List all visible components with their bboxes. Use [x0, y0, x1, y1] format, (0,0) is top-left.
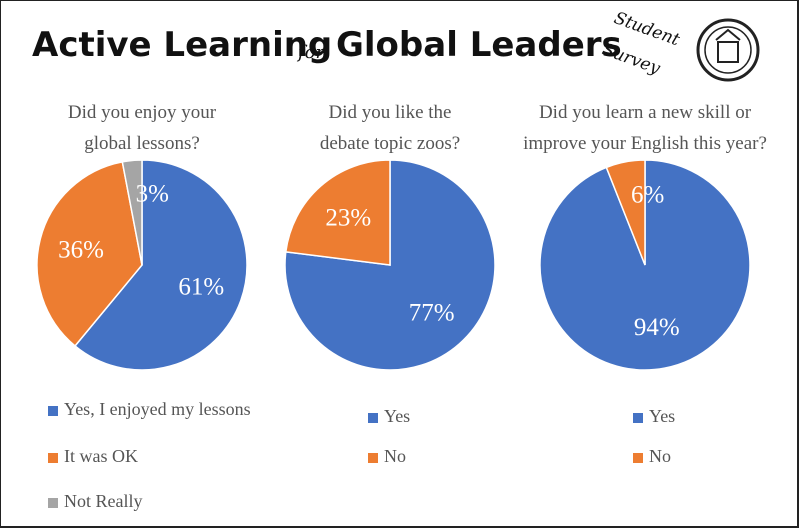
value-label: 23% — [325, 205, 371, 232]
legend-label: No — [649, 446, 671, 466]
pie-slice — [605, 159, 646, 266]
pie-slice — [284, 159, 391, 266]
pie-slice — [121, 159, 143, 266]
legend-label: Not Really — [64, 491, 143, 511]
legend-label: It was OK — [64, 446, 138, 466]
title: Active Learning — [32, 25, 332, 65]
legend-swatch — [368, 413, 378, 423]
chart-title: global lessons? — [84, 133, 200, 154]
legend-label: Yes — [649, 406, 675, 426]
chart-title: debate topic zoos? — [320, 133, 460, 154]
value-label: 94% — [634, 314, 680, 341]
legend-swatch — [633, 453, 643, 463]
pie-slice — [36, 160, 143, 347]
pie-slice — [74, 159, 248, 371]
title-connector: for — [296, 42, 325, 63]
chart-title: Did you like the — [329, 102, 452, 123]
chart-title: improve your English this year? — [523, 133, 767, 154]
legend-swatch — [368, 453, 378, 463]
legend-swatch — [633, 413, 643, 423]
legend-label: No — [384, 446, 406, 466]
legend-swatch — [48, 406, 58, 416]
legend-swatch — [48, 498, 58, 508]
value-label: 36% — [58, 236, 104, 263]
value-label: 61% — [178, 273, 224, 300]
legend-swatch — [48, 453, 58, 463]
legend-label: Yes, I enjoyed my lessons — [64, 399, 251, 419]
value-label: 6% — [631, 182, 664, 209]
value-label: 77% — [409, 299, 455, 326]
chart-title: Did you learn a new skill or — [539, 102, 752, 123]
value-label: 3% — [136, 180, 169, 207]
legend-label: Yes — [384, 406, 410, 426]
chart-title: Did you enjoy your — [68, 102, 217, 123]
title-end: Global Leaders — [336, 25, 622, 65]
logo — [696, 18, 760, 82]
